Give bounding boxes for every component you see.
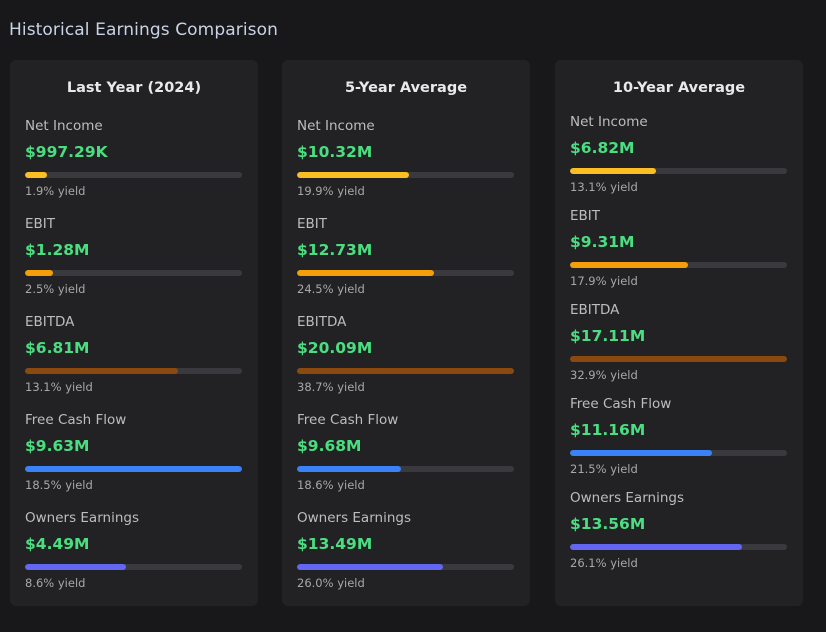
metric-value: $9.31M [570, 233, 635, 251]
metric-label: Owners Earnings [297, 510, 411, 526]
metric-ebit: EBIT $12.73M 24.5% yield [297, 216, 514, 314]
card-title: Last Year (2024) [66, 80, 202, 96]
metric-label: Owners Earnings [25, 510, 139, 526]
metric-label: Net Income [25, 118, 103, 134]
progress-bar-track [25, 466, 242, 472]
metric-value: $997.29K [25, 143, 108, 161]
card-10-year-average: 10-Year Average Net Income $6.82M 13.1% … [555, 60, 803, 606]
progress-bar-track [570, 544, 787, 550]
metric-owners-earnings: Owners Earnings $13.56M 26.1% yield [570, 490, 787, 588]
metric-value: $13.56M [570, 515, 646, 533]
metric-owners-earnings: Owners Earnings $4.49M 8.6% yield [25, 510, 242, 608]
progress-bar-track [25, 368, 242, 374]
metric-value: $9.68M [297, 437, 362, 455]
metric-label: Owners Earnings [570, 490, 684, 506]
metric-value: $13.49M [297, 535, 373, 553]
progress-bar-track [570, 450, 787, 456]
progress-bar-track [297, 466, 514, 472]
progress-bar-fill [297, 368, 514, 374]
metric-yield: 13.1% yield [25, 380, 93, 394]
metric-yield: 24.5% yield [297, 282, 365, 296]
metric-label: Net Income [297, 118, 375, 134]
metric-yield: 13.1% yield [570, 180, 638, 194]
progress-bar-fill [297, 270, 435, 276]
metric-yield: 38.7% yield [297, 380, 365, 394]
metric-free-cash-flow: Free Cash Flow $11.16M 21.5% yield [570, 396, 787, 494]
metric-value: $17.11M [570, 327, 646, 345]
metric-label: EBIT [570, 208, 601, 224]
metric-value: $1.28M [25, 241, 90, 259]
metric-label: Free Cash Flow [25, 412, 127, 428]
progress-bar-track [297, 368, 514, 374]
progress-bar-track [297, 270, 514, 276]
progress-bar-fill [570, 262, 689, 268]
card-last-year: Last Year (2024) Net Income $997.29K 1.9… [10, 60, 258, 606]
metric-net-income: Net Income $997.29K 1.9% yield [25, 118, 242, 216]
metric-label: Free Cash Flow [570, 396, 672, 412]
progress-bar-fill [297, 564, 443, 570]
metric-label: EBIT [25, 216, 56, 232]
progress-bar-track [297, 564, 514, 570]
progress-bar-fill [570, 168, 657, 174]
metric-label: EBITDA [570, 302, 620, 318]
metric-label: EBIT [297, 216, 328, 232]
metric-label: Net Income [570, 114, 648, 130]
progress-bar-fill [25, 172, 47, 178]
metric-label: EBITDA [297, 314, 347, 330]
metric-ebitda: EBITDA $17.11M 32.9% yield [570, 302, 787, 400]
earnings-columns: Last Year (2024) Net Income $997.29K 1.9… [10, 60, 804, 606]
metric-free-cash-flow: Free Cash Flow $9.68M 18.6% yield [297, 412, 514, 510]
card-title: 10-Year Average [612, 80, 746, 96]
progress-bar-track [25, 564, 242, 570]
progress-bar-track [297, 172, 514, 178]
card-title: 5-Year Average [344, 80, 468, 96]
metric-yield: 26.1% yield [570, 556, 638, 570]
progress-bar-fill [297, 172, 409, 178]
metric-value: $12.73M [297, 241, 373, 259]
progress-bar-fill [570, 450, 712, 456]
metric-yield: 19.9% yield [297, 184, 365, 198]
metric-value: $4.49M [25, 535, 90, 553]
metric-ebitda: EBITDA $6.81M 13.1% yield [25, 314, 242, 412]
metric-owners-earnings: Owners Earnings $13.49M 26.0% yield [297, 510, 514, 608]
metric-yield: 21.5% yield [570, 462, 638, 476]
metric-ebit: EBIT $1.28M 2.5% yield [25, 216, 242, 314]
metric-value: $9.63M [25, 437, 90, 455]
progress-bar-fill [297, 466, 402, 472]
metric-yield: 8.6% yield [25, 576, 86, 590]
metric-net-income: Net Income $6.82M 13.1% yield [570, 114, 787, 212]
metric-yield: 32.9% yield [570, 368, 638, 382]
metric-label: Free Cash Flow [297, 412, 399, 428]
progress-bar-track [570, 356, 787, 362]
metric-yield: 18.6% yield [297, 478, 365, 492]
progress-bar-fill [570, 544, 743, 550]
metric-value: $6.81M [25, 339, 90, 357]
progress-bar-fill [25, 270, 54, 276]
metric-yield: 2.5% yield [25, 282, 86, 296]
metric-free-cash-flow: Free Cash Flow $9.63M 18.5% yield [25, 412, 242, 510]
progress-bar-track [25, 172, 242, 178]
progress-bar-fill [25, 368, 179, 374]
metric-ebitda: EBITDA $20.09M 38.7% yield [297, 314, 514, 412]
metric-yield: 17.9% yield [570, 274, 638, 288]
card-5-year-average: 5-Year Average Net Income $10.32M 19.9% … [282, 60, 530, 606]
metric-value: $6.82M [570, 139, 635, 157]
metric-net-income: Net Income $10.32M 19.9% yield [297, 118, 514, 216]
progress-bar-fill [25, 466, 242, 472]
metric-yield: 1.9% yield [25, 184, 86, 198]
progress-bar-track [570, 262, 787, 268]
progress-bar-track [570, 168, 787, 174]
metric-value: $10.32M [297, 143, 373, 161]
metric-value: $11.16M [570, 421, 646, 439]
metric-label: EBITDA [25, 314, 75, 330]
progress-bar-track [25, 270, 242, 276]
page-title: Historical Earnings Comparison [9, 20, 278, 40]
metric-value: $20.09M [297, 339, 373, 357]
progress-bar-fill [570, 356, 787, 362]
progress-bar-fill [25, 564, 127, 570]
metric-ebit: EBIT $9.31M 17.9% yield [570, 208, 787, 306]
metric-yield: 26.0% yield [297, 576, 365, 590]
metric-yield: 18.5% yield [25, 478, 93, 492]
